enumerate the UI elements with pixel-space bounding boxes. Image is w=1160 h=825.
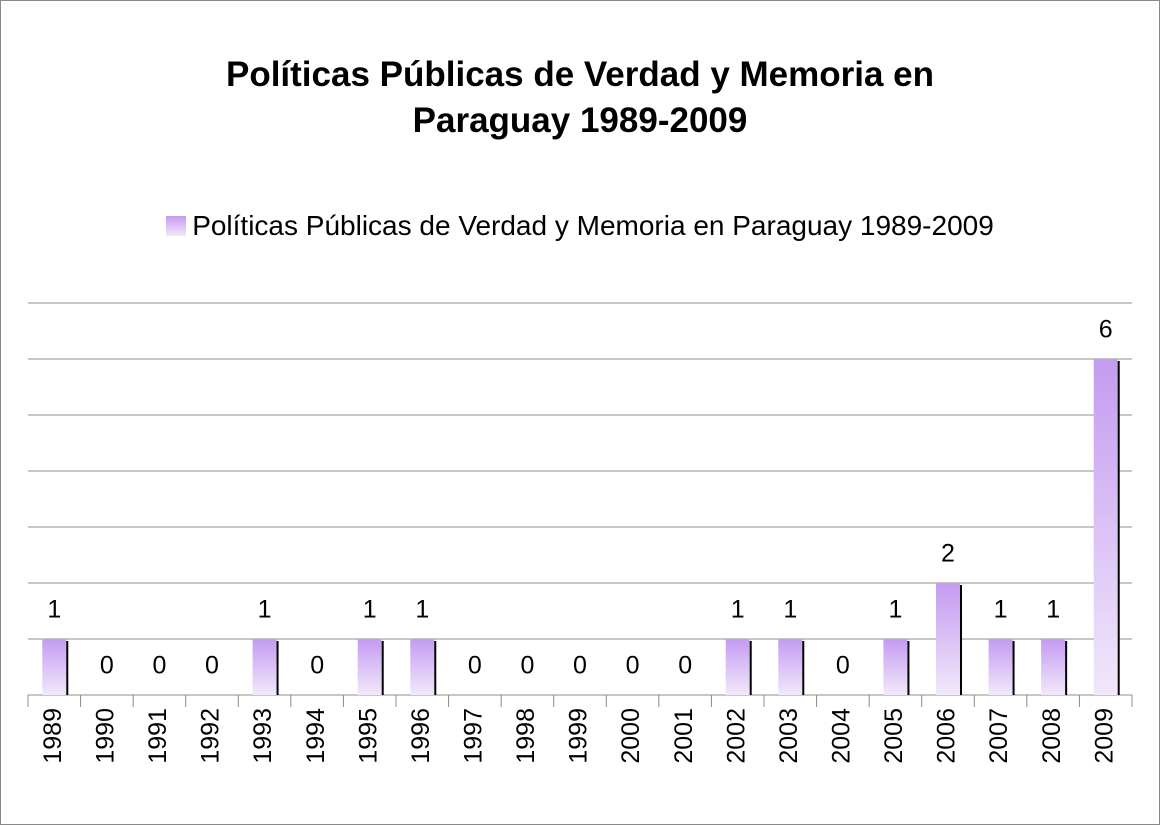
data-label: 1: [731, 596, 745, 624]
x-tick-label: 1989: [39, 708, 67, 764]
data-label: 1: [47, 596, 61, 624]
bar: [1041, 639, 1066, 695]
bar: [778, 639, 803, 695]
x-tick-label: 2001: [670, 708, 698, 764]
bar-shadow: [748, 641, 752, 695]
x-tick-label: 1990: [91, 708, 119, 764]
bar-shadow: [801, 641, 805, 695]
x-tick-label: 1993: [249, 708, 277, 764]
data-label: 0: [678, 652, 692, 680]
legend-swatch: [166, 216, 187, 236]
x-tick-label: 2000: [617, 708, 645, 764]
bar-shadow: [65, 641, 69, 695]
bar: [357, 639, 382, 695]
x-tick-label: 1995: [354, 708, 382, 764]
bar-shadow: [1116, 361, 1120, 695]
bar-shadow: [906, 641, 910, 695]
legend: Políticas Públicas de Verdad y Memoria e…: [0, 210, 1160, 242]
data-label: 0: [626, 652, 640, 680]
bar-shadow: [959, 585, 962, 695]
bar: [42, 639, 67, 695]
data-label: 0: [100, 652, 114, 680]
x-tick-label: 1997: [459, 708, 487, 764]
bar: [725, 639, 750, 695]
bar: [936, 583, 960, 695]
data-label: 1: [888, 596, 902, 624]
legend-label: Políticas Públicas de Verdad y Memoria e…: [192, 210, 994, 241]
x-tick-label: 1999: [565, 708, 593, 764]
x-tick-label: 1994: [302, 708, 330, 764]
x-tick-label: 2005: [880, 708, 908, 764]
data-label: 0: [152, 652, 166, 680]
data-label: 1: [363, 596, 377, 624]
data-label: 0: [520, 652, 534, 680]
x-tick-label: 2002: [722, 708, 750, 764]
bar-shadow: [433, 641, 437, 695]
x-tick-label: 2008: [1038, 708, 1066, 764]
data-label: 0: [573, 652, 587, 680]
data-label: 1: [415, 596, 429, 624]
x-tick-label: 2004: [827, 708, 855, 764]
chart-title: Políticas Públicas de Verdad y Memoria e…: [225, 55, 935, 140]
data-label: 0: [310, 652, 324, 680]
data-label: 2: [941, 540, 955, 568]
data-label: 1: [258, 596, 272, 624]
data-label: 6: [1099, 316, 1113, 344]
x-tick-label: 2007: [985, 708, 1013, 764]
data-label: 1: [783, 596, 797, 624]
bar: [988, 639, 1013, 695]
data-label: 0: [205, 652, 219, 680]
bar-shadow: [380, 641, 384, 695]
data-label: 1: [994, 596, 1008, 624]
data-label: 0: [836, 652, 850, 680]
data-label: 0: [468, 652, 482, 680]
bar: [883, 639, 908, 695]
x-tick-label: 1996: [407, 708, 435, 764]
bar: [1093, 359, 1118, 695]
x-tick-label: 2006: [933, 708, 961, 764]
bar-shadow: [1064, 641, 1068, 695]
data-label: 1: [1046, 596, 1060, 624]
x-tick-label: 2009: [1090, 708, 1118, 764]
bar-shadow: [275, 641, 279, 695]
x-tick-label: 1998: [512, 708, 540, 764]
bar-shadow: [1011, 641, 1015, 695]
x-tick-label: 1991: [144, 708, 172, 764]
bar: [410, 639, 435, 695]
x-tick-label: 2003: [775, 708, 803, 764]
x-tick-label: 1992: [197, 708, 225, 764]
bar: [252, 639, 277, 695]
